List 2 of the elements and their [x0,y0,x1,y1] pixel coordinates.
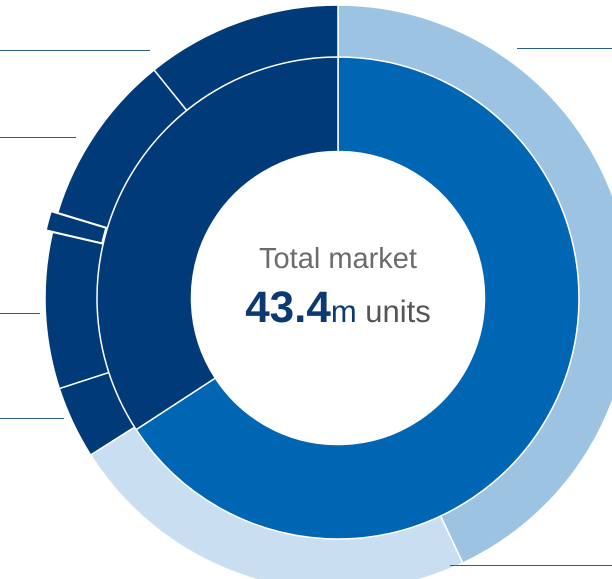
text: 43.4m units [245,283,431,332]
text: Total market [258,243,418,276]
